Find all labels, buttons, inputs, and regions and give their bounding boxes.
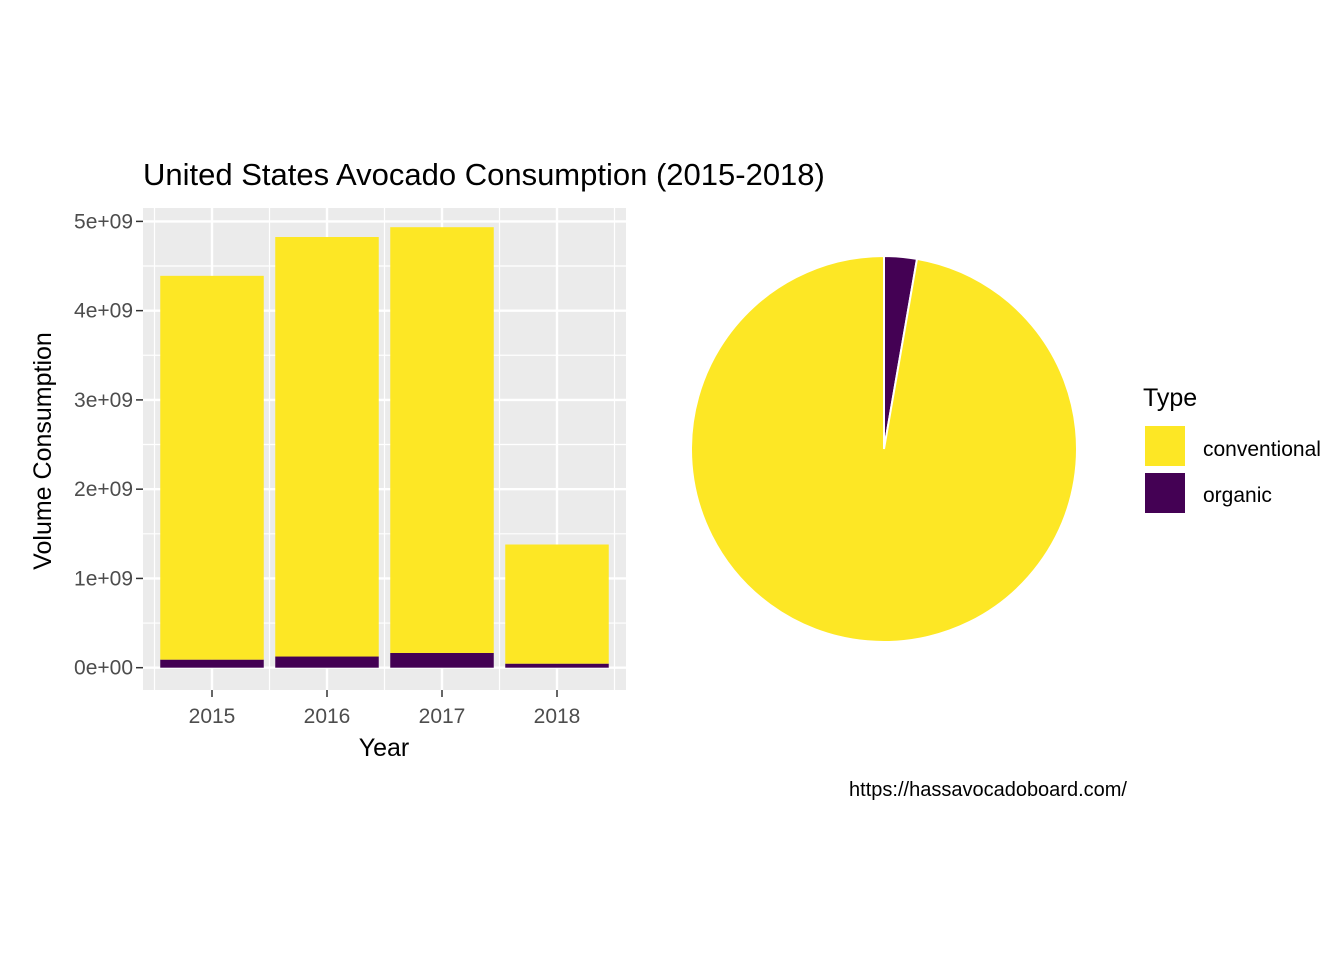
- y-tick-label: 2e+09: [74, 478, 133, 501]
- y-tick-label: 0e+00: [74, 657, 133, 680]
- legend: Type conventional organic: [1143, 384, 1321, 513]
- bar-conventional-2017: [390, 227, 494, 653]
- bar-conventional-2015: [160, 275, 264, 660]
- y-tick-label: 4e+09: [74, 300, 133, 323]
- y-axis-title: Volume Consumption: [29, 332, 57, 570]
- y-tick-label: 5e+09: [74, 210, 133, 233]
- y-tick-label: 1e+09: [74, 567, 133, 590]
- bar-organic-2016: [275, 656, 379, 668]
- pie-slice-conventional: [690, 254, 1078, 643]
- legend-title: Type: [1143, 384, 1197, 412]
- legend-key-conventional: [1145, 426, 1185, 466]
- legend-key-organic: [1145, 473, 1185, 513]
- x-axis-title: Year: [359, 734, 410, 762]
- bar-conventional-2018: [505, 544, 609, 664]
- y-tick-label: 3e+09: [74, 389, 133, 412]
- bars: [160, 227, 609, 668]
- x-tick-label: 2016: [304, 705, 351, 728]
- minor-gridlines: [143, 208, 626, 690]
- bar-organic-2015: [160, 659, 264, 668]
- x-tick-label: 2018: [534, 705, 581, 728]
- x-tick-label: 2015: [189, 705, 236, 728]
- y-axis: 0e+00 1e+09 2e+09 3e+09 4e+09 5e+09: [74, 210, 143, 680]
- source-caption: https://hassavocadoboard.com/: [849, 779, 1127, 801]
- bar-organic-2017: [390, 652, 494, 668]
- chart-title: United States Avocado Consumption (2015-…: [143, 157, 825, 192]
- bar-organic-2018: [505, 663, 609, 668]
- pie-chart: [690, 254, 1078, 643]
- legend-label-conventional: conventional: [1203, 438, 1321, 461]
- x-axis: 2015 2016 2017 2018: [189, 690, 581, 728]
- bar-conventional-2016: [275, 237, 379, 657]
- legend-label-organic: organic: [1203, 484, 1272, 507]
- x-tick-label: 2017: [419, 705, 466, 728]
